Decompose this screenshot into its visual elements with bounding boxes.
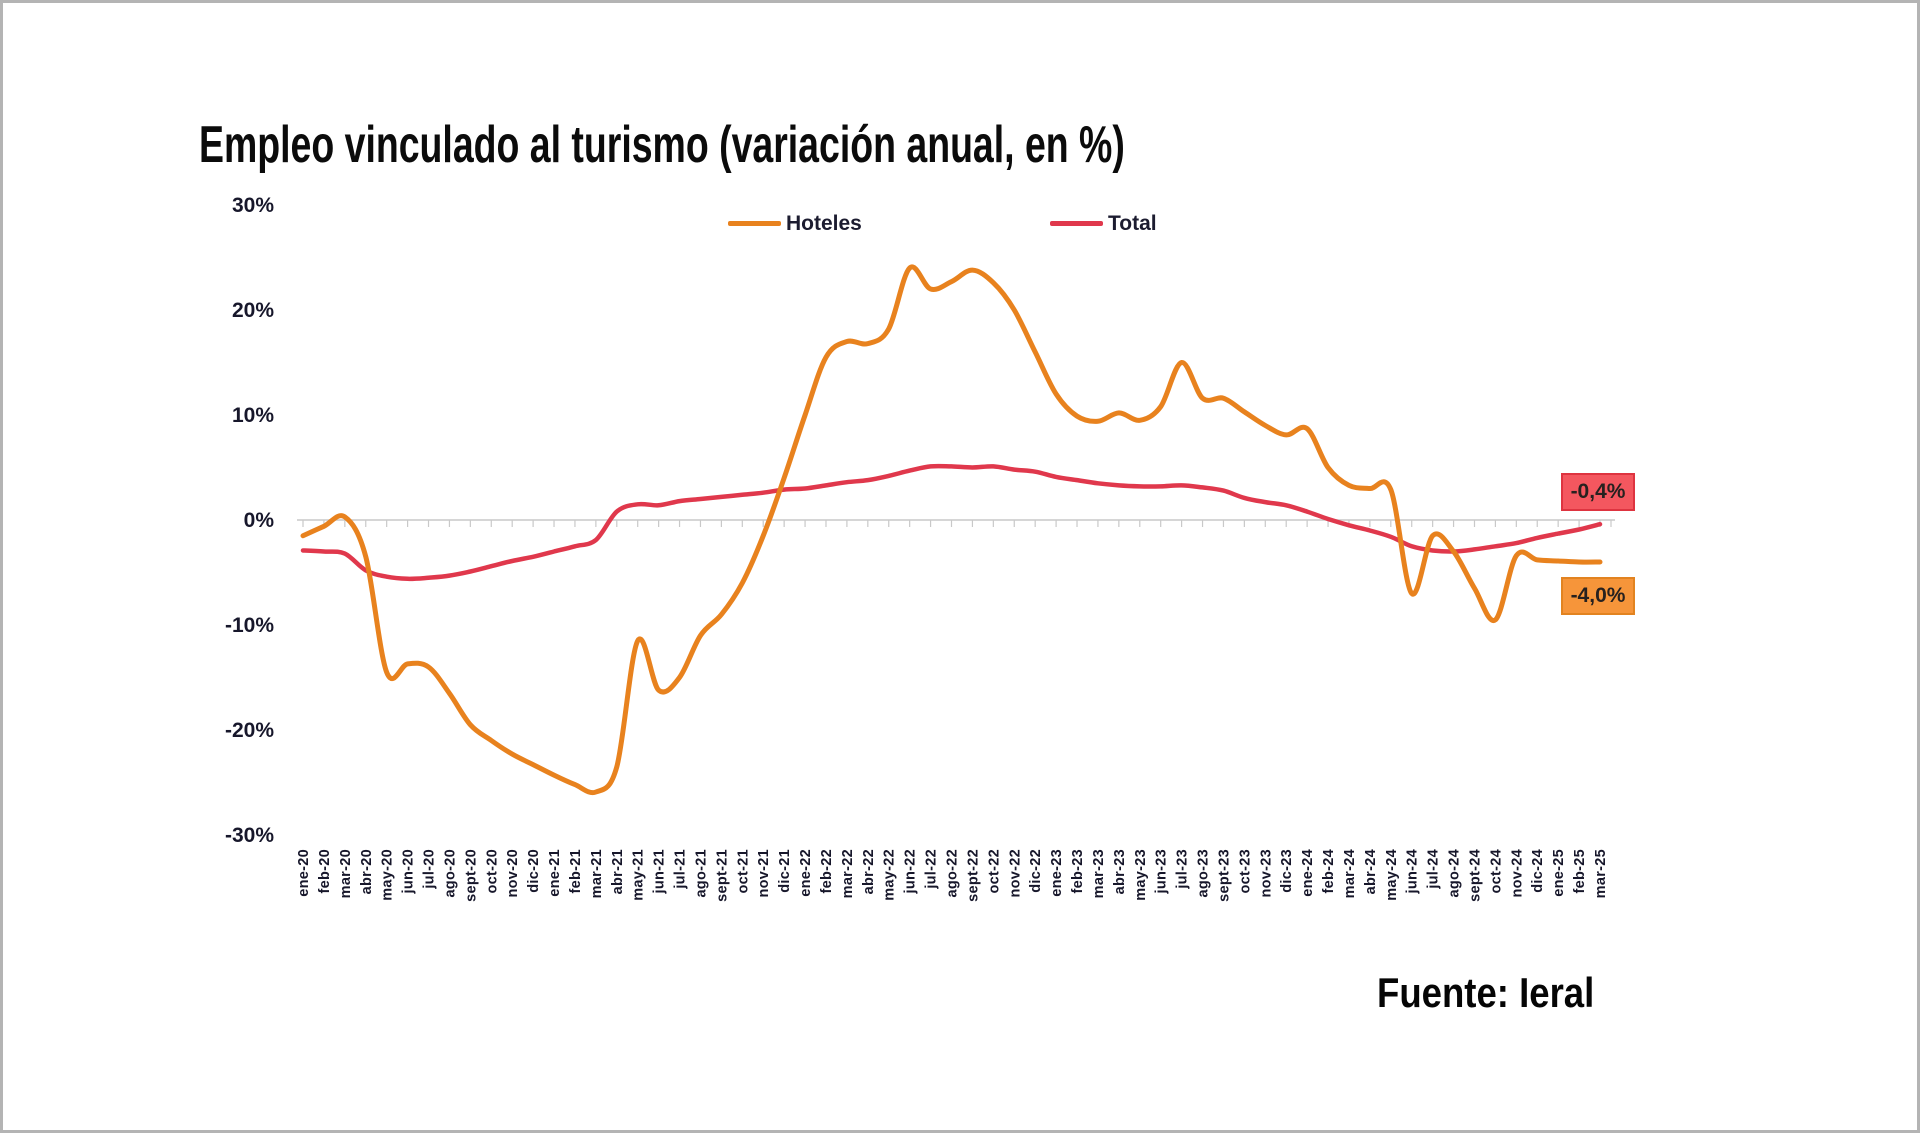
x-axis-label: abr-20 [359,849,375,894]
x-axis-label: dic-23 [1279,849,1295,893]
x-axis-label: feb-20 [317,849,333,894]
x-axis-label: jun-21 [652,849,668,895]
x-axis-label: ago-22 [945,849,961,898]
line-chart-plot: 30% 20% 10% 0% -10% -20% -30% ene-20 feb-20 mar-2… [225,194,1615,902]
x-axis-label: oct-23 [1237,849,1253,894]
y-axis-label: 10% [232,404,274,427]
x-axis-label: mar-22 [840,849,856,898]
x-axis-label: mar-21 [589,849,605,898]
x-axis-label: ago-23 [1196,849,1212,898]
x-axis-label: jun-20 [401,849,417,895]
x-axis-label: ago-20 [442,849,458,898]
x-axis-label: oct-24 [1488,849,1504,894]
x-axis-label: feb-24 [1321,849,1337,894]
x-axis-label: dic-21 [777,849,793,893]
x-axis-label: abr-22 [861,849,877,894]
x-axis-label: abr-23 [1112,849,1128,894]
x-axis-label: feb-25 [1572,849,1588,894]
total-series-line [300,463,1603,582]
legend-label-total: Total [1108,211,1157,235]
x-axis-label: dic-20 [526,849,542,893]
legend-item-hoteles: Hoteles [728,210,862,236]
x-axis-label: mar-25 [1593,849,1609,898]
x-axis-label: mar-20 [338,849,354,898]
x-axis-label: jul-20 [422,849,438,890]
x-axis-label: mar-24 [1342,849,1358,898]
x-axis-label: may-22 [882,849,898,901]
y-axis-label: 30% [232,194,274,217]
y-axis-label: -10% [225,614,274,637]
total-line-swatch [1050,220,1103,226]
x-axis-label: jul-24 [1426,849,1442,890]
legend-label-hoteles: Hoteles [786,211,862,235]
x-axis-label: feb-21 [568,849,584,894]
chart-title: Empleo vinculado al turismo (variación a… [199,116,1125,174]
total-end-value-label: -0,4% [1561,473,1635,511]
x-axis-label: jul-22 [924,849,940,890]
x-axis-label: feb-22 [819,849,835,894]
y-axis-label: 0% [244,509,275,532]
legend-item-total: Total [1050,210,1157,236]
x-axis-label: may-20 [380,849,396,901]
x-axis-label: oct-21 [735,849,751,894]
x-axis-label: nov-22 [1007,849,1023,898]
x-axis-label: sept-24 [1467,849,1483,902]
x-axis-label: ene-23 [1049,849,1065,897]
x-axis-label: nov-23 [1258,849,1274,898]
x-axis-label: may-23 [1133,849,1149,901]
x-axis-label: jun-22 [903,849,919,895]
x-axis-label: may-21 [631,849,647,901]
x-axis-label: ene-20 [296,849,312,897]
x-axis-label: sept-23 [1216,849,1232,902]
x-axis-label: abr-21 [610,849,626,894]
x-axis-label: nov-24 [1509,849,1525,898]
x-axis-label: dic-24 [1530,849,1546,893]
x-axis-label: ago-24 [1447,849,1463,898]
x-axis-label: nov-21 [756,849,772,898]
x-axis-label: sept-22 [965,849,981,902]
x-axis-label: mar-23 [1091,849,1107,898]
x-axis-label: ago-21 [693,849,709,898]
x-axis-label: sept-21 [714,849,730,902]
x-axis-label: oct-22 [986,849,1002,894]
hoteles-series-line [300,264,1603,796]
x-axis-label: jul-23 [1175,849,1191,890]
y-axis-label: 20% [232,299,274,322]
hoteles-end-value-label: -4,0% [1561,577,1635,615]
x-axis-label: ene-21 [547,849,563,897]
x-axis-label: ene-25 [1551,849,1567,897]
x-axis-label: jul-21 [673,849,689,890]
x-axis-label: may-24 [1384,849,1400,901]
x-axis-label: nov-20 [505,849,521,898]
source-credit: Fuente: Ieral [1377,969,1595,1016]
x-axis-label: jun-24 [1405,849,1421,895]
x-axis-label: dic-22 [1028,849,1044,893]
x-axis-label: feb-23 [1070,849,1086,894]
x-axis-label: abr-24 [1363,849,1379,894]
x-axis-label: ene-22 [798,849,814,897]
x-axis-label: sept-20 [463,849,479,902]
hoteles-line-swatch [728,220,781,226]
x-axis-label: jun-23 [1154,849,1170,895]
x-axis-label: oct-20 [484,849,500,894]
x-axis-label: ene-24 [1300,849,1316,897]
y-axis-label: -20% [225,719,274,742]
y-axis-label: -30% [225,824,274,847]
